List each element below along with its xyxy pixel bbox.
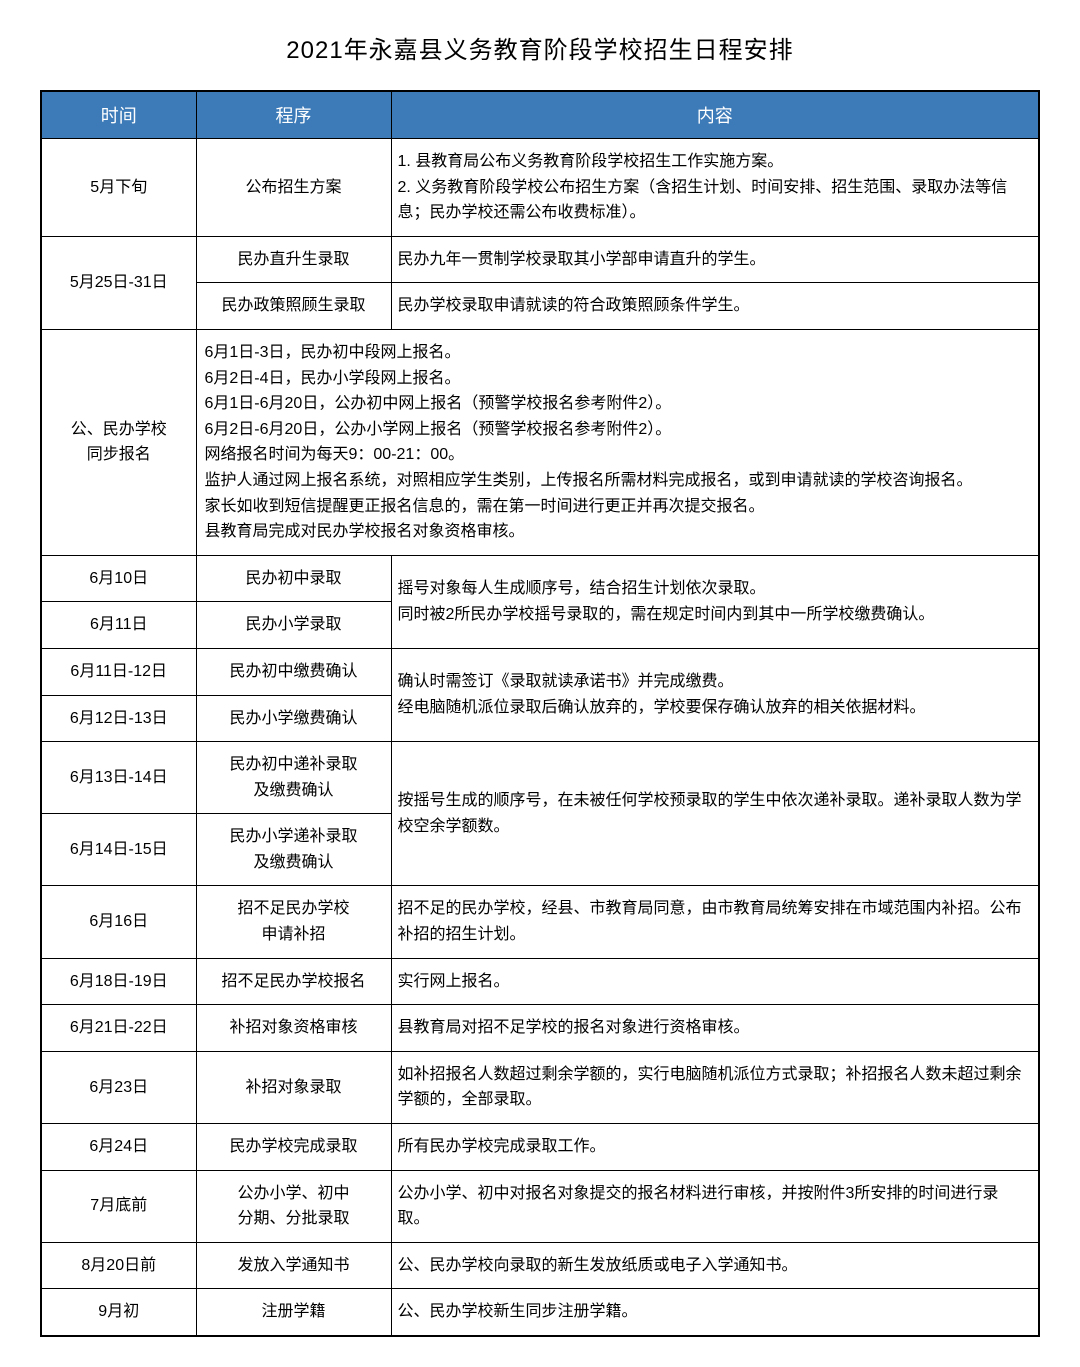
content-cell: 招不足的民办学校，经县、市教育局同意，由市教育局统筹安排在市域范围内补招。公布补… [391,886,1039,958]
table-row: 5月25日-31日 民办直升生录取 民办九年一贯制学校录取其小学部申请直升的学生… [41,236,1039,283]
content-cell: 确认时需签订《录取就读承诺书》并完成缴费。经电脑随机派位录取后确认放弃的，学校要… [391,648,1039,741]
procedure-cell: 民办初中缴费确认 [196,648,391,695]
time-cell: 6月11日-12日 [41,648,196,695]
procedure-cell: 公布招生方案 [196,139,391,237]
table-row: 6月10日 民办初中录取 摇号对象每人生成顺序号，结合招生计划依次录取。同时被2… [41,555,1039,602]
content-cell: 1. 县教育局公布义务教育阶段学校招生工作实施方案。2. 义务教育阶段学校公布招… [391,139,1039,237]
table-row: 6月24日 民办学校完成录取 所有民办学校完成录取工作。 [41,1124,1039,1171]
procedure-cell: 招不足民办学校申请补招 [196,886,391,958]
table-row: 6月13日-14日 民办初中递补录取及缴费确认 按摇号生成的顺序号，在未被任何学… [41,742,1039,814]
content-cell: 按摇号生成的顺序号，在未被任何学校预录取的学生中依次递补录取。递补录取人数为学校… [391,742,1039,886]
time-cell: 公、民办学校同步报名 [41,329,196,555]
table-row: 5月下旬 公布招生方案 1. 县教育局公布义务教育阶段学校招生工作实施方案。2.… [41,139,1039,237]
time-cell: 8月20日前 [41,1242,196,1289]
time-cell: 7月底前 [41,1170,196,1242]
header-content: 内容 [391,91,1039,139]
time-cell: 5月下旬 [41,139,196,237]
table-row: 6月16日 招不足民办学校申请补招 招不足的民办学校，经县、市教育局同意，由市教… [41,886,1039,958]
procedure-cell: 公办小学、初中分期、分批录取 [196,1170,391,1242]
table-row: 6月18日-19日 招不足民办学校报名 实行网上报名。 [41,958,1039,1005]
procedure-cell: 民办政策照顾生录取 [196,283,391,330]
procedure-cell: 招不足民办学校报名 [196,958,391,1005]
time-cell: 6月18日-19日 [41,958,196,1005]
time-cell: 6月11日 [41,602,196,649]
time-cell: 6月14日-15日 [41,814,196,886]
procedure-cell: 发放入学通知书 [196,1242,391,1289]
content-cell: 民办九年一贯制学校录取其小学部申请直升的学生。 [391,236,1039,283]
procedure-cell: 民办小学缴费确认 [196,695,391,742]
procedure-cell: 注册学籍 [196,1289,391,1336]
content-cell: 6月1日-3日，民办初中段网上报名。6月2日-4日，民办小学段网上报名。6月1日… [196,329,1039,555]
header-row: 时间 程序 内容 [41,91,1039,139]
content-cell: 摇号对象每人生成顺序号，结合招生计划依次录取。同时被2所民办学校摇号录取的，需在… [391,555,1039,648]
table-row: 公、民办学校同步报名 6月1日-3日，民办初中段网上报名。6月2日-4日，民办小… [41,329,1039,555]
content-cell: 实行网上报名。 [391,958,1039,1005]
content-cell: 民办学校录取申请就读的符合政策照顾条件学生。 [391,283,1039,330]
procedure-cell: 补招对象录取 [196,1051,391,1123]
time-cell: 6月13日-14日 [41,742,196,814]
content-cell: 公、民办学校新生同步注册学籍。 [391,1289,1039,1336]
procedure-cell: 民办学校完成录取 [196,1124,391,1171]
schedule-table: 时间 程序 内容 5月下旬 公布招生方案 1. 县教育局公布义务教育阶段学校招生… [40,90,1040,1337]
content-cell: 公、民办学校向录取的新生发放纸质或电子入学通知书。 [391,1242,1039,1289]
procedure-cell: 补招对象资格审核 [196,1005,391,1052]
table-row: 6月11日-12日 民办初中缴费确认 确认时需签订《录取就读承诺书》并完成缴费。… [41,648,1039,695]
time-cell: 6月21日-22日 [41,1005,196,1052]
table-row: 8月20日前 发放入学通知书 公、民办学校向录取的新生发放纸质或电子入学通知书。 [41,1242,1039,1289]
time-cell: 6月23日 [41,1051,196,1123]
time-cell: 6月24日 [41,1124,196,1171]
content-cell: 如补招报名人数超过剩余学额的，实行电脑随机派位方式录取；补招报名人数未超过剩余学… [391,1051,1039,1123]
procedure-cell: 民办初中递补录取及缴费确认 [196,742,391,814]
content-cell: 公办小学、初中对报名对象提交的报名材料进行审核，并按附件3所安排的时间进行录取。 [391,1170,1039,1242]
procedure-cell: 民办初中录取 [196,555,391,602]
header-time: 时间 [41,91,196,139]
time-cell: 5月25日-31日 [41,236,196,329]
header-procedure: 程序 [196,91,391,139]
procedure-cell: 民办小学递补录取及缴费确认 [196,814,391,886]
table-row: 6月21日-22日 补招对象资格审核 县教育局对招不足学校的报名对象进行资格审核… [41,1005,1039,1052]
content-cell: 所有民办学校完成录取工作。 [391,1124,1039,1171]
time-cell: 6月16日 [41,886,196,958]
time-cell: 6月12日-13日 [41,695,196,742]
time-cell: 9月初 [41,1289,196,1336]
page-title: 2021年永嘉县义务教育阶段学校招生日程安排 [40,30,1040,65]
procedure-cell: 民办小学录取 [196,602,391,649]
table-row: 6月23日 补招对象录取 如补招报名人数超过剩余学额的，实行电脑随机派位方式录取… [41,1051,1039,1123]
table-row: 7月底前 公办小学、初中分期、分批录取 公办小学、初中对报名对象提交的报名材料进… [41,1170,1039,1242]
content-cell: 县教育局对招不足学校的报名对象进行资格审核。 [391,1005,1039,1052]
table-row: 9月初 注册学籍 公、民办学校新生同步注册学籍。 [41,1289,1039,1336]
procedure-cell: 民办直升生录取 [196,236,391,283]
time-cell: 6月10日 [41,555,196,602]
